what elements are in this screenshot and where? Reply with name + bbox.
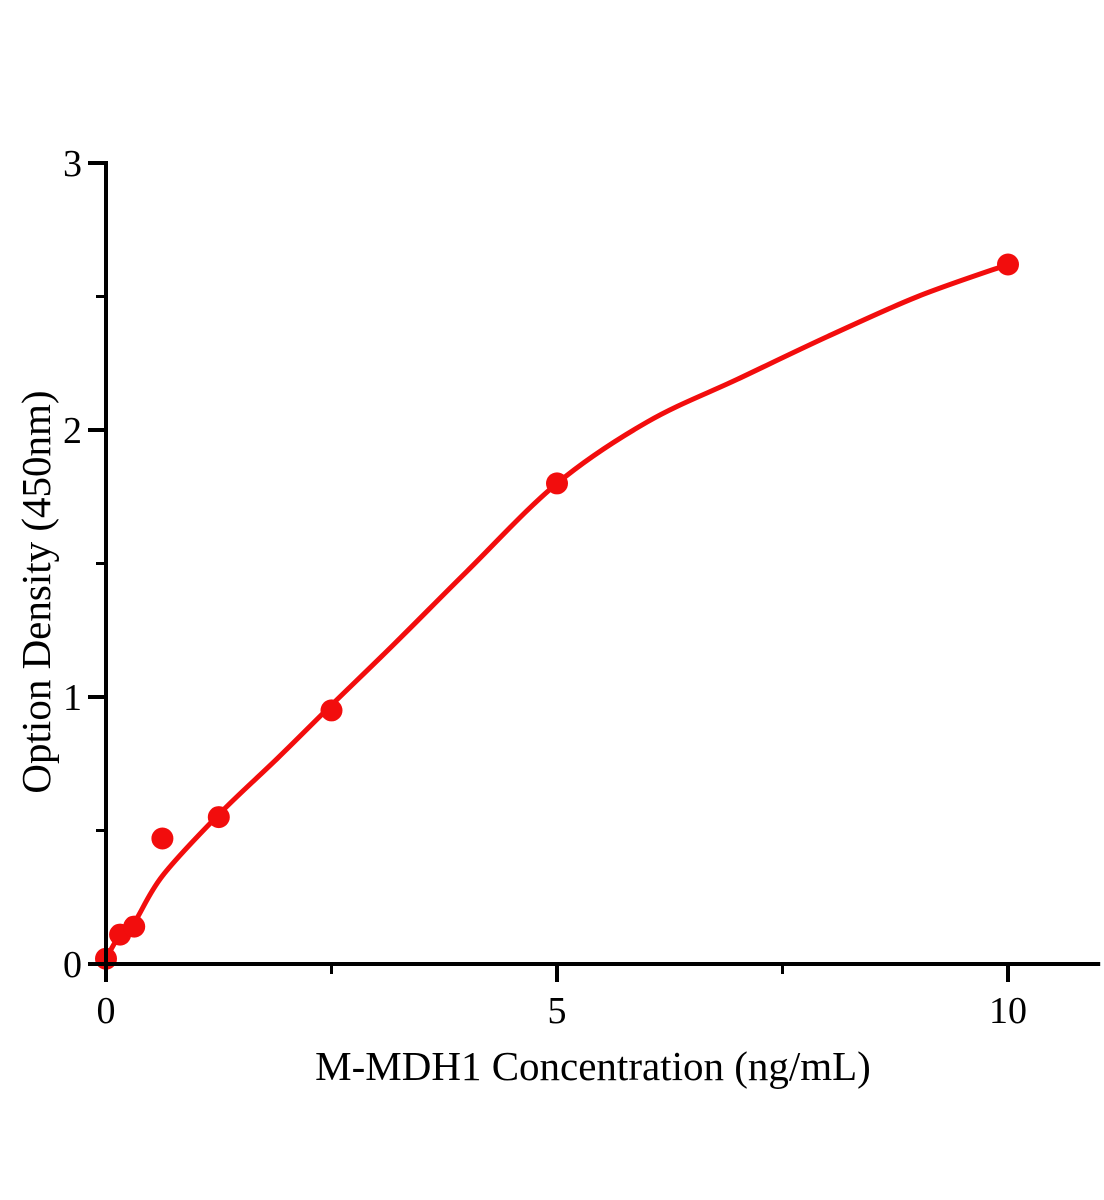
x-tick-label: 0 bbox=[97, 990, 116, 1032]
y-tick-label: 1 bbox=[63, 677, 82, 719]
y-axis-title: Option Density (450nm) bbox=[13, 390, 59, 793]
x-tick-label: 10 bbox=[989, 990, 1027, 1032]
data-point bbox=[123, 915, 146, 938]
data-point bbox=[546, 472, 568, 495]
data-point bbox=[320, 699, 343, 722]
x-axis-title: M-MDH1 Concentration (ng/mL) bbox=[315, 1043, 871, 1089]
data-point bbox=[997, 253, 1019, 276]
y-tick-label: 2 bbox=[63, 410, 82, 452]
data-point bbox=[151, 827, 174, 850]
x-tick-label: 5 bbox=[548, 990, 567, 1032]
fit-curve-line bbox=[103, 262, 1011, 962]
y-tick-label: 3 bbox=[63, 143, 82, 185]
y-tick-label: 0 bbox=[63, 944, 82, 986]
data-point bbox=[207, 806, 230, 829]
